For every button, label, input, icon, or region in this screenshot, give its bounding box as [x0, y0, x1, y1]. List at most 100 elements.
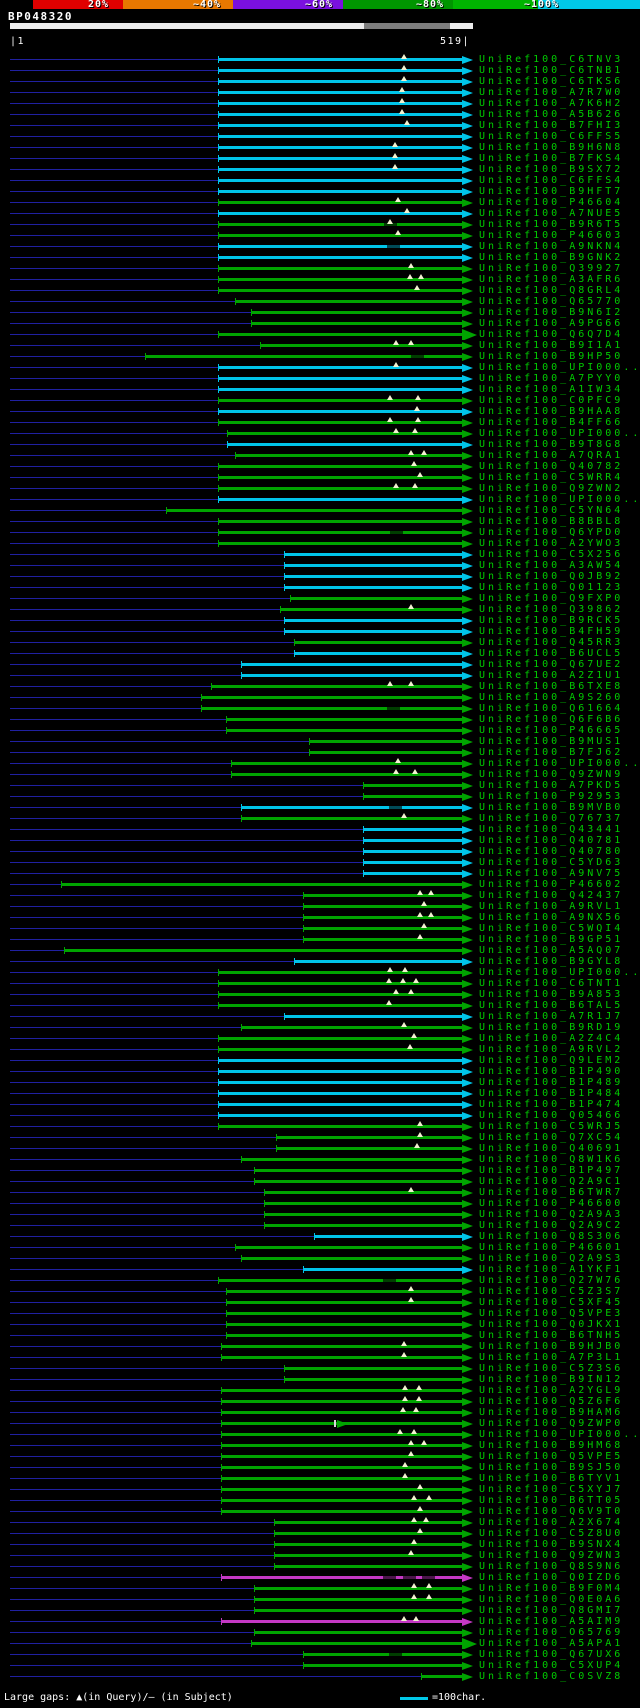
- hit-arrow-icon[interactable]: [462, 462, 473, 471]
- hit-arrow-icon[interactable]: [462, 968, 473, 977]
- hit-arrow-icon[interactable]: [462, 55, 473, 64]
- hit-arrow-icon[interactable]: [462, 1045, 473, 1054]
- hit-label[interactable]: UniRef100_B9SX72: [479, 164, 624, 175]
- hit-arrow-icon[interactable]: [462, 671, 473, 680]
- hit-bar[interactable]: [221, 1620, 462, 1623]
- hit-arrow-icon[interactable]: [462, 187, 473, 196]
- hit-label[interactable]: UniRef100_B8BBL8: [479, 516, 624, 527]
- hit-bar[interactable]: [274, 1532, 462, 1535]
- hit-bar[interactable]: [201, 696, 462, 699]
- hit-bar[interactable]: [217, 135, 462, 138]
- hit-arrow-icon[interactable]: [462, 1485, 473, 1494]
- hit-label[interactable]: UniRef100_Q6V9T0: [479, 1506, 624, 1517]
- hit-bar[interactable]: [217, 971, 462, 974]
- hit-bar[interactable]: [217, 289, 462, 292]
- hit-bar[interactable]: [217, 520, 462, 523]
- hit-bar[interactable]: [283, 564, 462, 567]
- hit-arrow-icon[interactable]: [462, 1518, 473, 1527]
- hit-label[interactable]: UniRef100_Q9ZWN2: [479, 483, 624, 494]
- hit-label[interactable]: UniRef100_Q8S306: [479, 1231, 624, 1242]
- hit-bar[interactable]: [221, 1389, 462, 1392]
- hit-bar[interactable]: [362, 784, 462, 787]
- hit-arrow-icon[interactable]: [462, 1089, 473, 1098]
- hit-bar[interactable]: [362, 828, 462, 831]
- hit-label[interactable]: UniRef100_Q2A9C1: [479, 1176, 624, 1187]
- hit-bar[interactable]: [217, 366, 462, 369]
- hit-arrow-icon[interactable]: [462, 209, 473, 218]
- hit-bar[interactable]: [303, 938, 462, 941]
- hit-arrow-icon[interactable]: [462, 1243, 473, 1252]
- hit-bar[interactable]: [254, 1609, 462, 1612]
- hit-label[interactable]: UniRef100_B9HFT7: [479, 186, 624, 197]
- hit-arrow-icon[interactable]: [462, 1232, 473, 1241]
- hit-arrow-icon[interactable]: [462, 341, 473, 350]
- hit-arrow-icon[interactable]: [462, 1177, 473, 1186]
- hit-label[interactable]: UniRef100_Q65770: [479, 296, 624, 307]
- hit-label[interactable]: UniRef100_A9RVL1: [479, 901, 624, 912]
- hit-label[interactable]: UniRef100_A7QRA1: [479, 450, 624, 461]
- hit-bar[interactable]: [250, 311, 462, 314]
- hit-label[interactable]: UniRef100_A7PKD5: [479, 780, 624, 791]
- hit-bar[interactable]: [283, 553, 462, 556]
- hit-bar[interactable]: [293, 652, 462, 655]
- hit-label[interactable]: UniRef100_P46602: [479, 879, 624, 890]
- hit-bar[interactable]: [283, 1378, 462, 1381]
- hit-bar[interactable]: [254, 1180, 462, 1183]
- hit-label[interactable]: UniRef100_Q8GRL4: [479, 285, 624, 296]
- hit-bar[interactable]: [64, 949, 462, 952]
- hit-arrow-icon[interactable]: [462, 1111, 473, 1120]
- hit-label[interactable]: UniRef100_Q01123: [479, 582, 624, 593]
- hit-label[interactable]: UniRef100_A2Z1U1: [479, 670, 624, 681]
- hit-label[interactable]: UniRef100_UPI000...: [479, 428, 640, 439]
- hit-label[interactable]: UniRef100_C5XF45: [479, 1297, 624, 1308]
- hit-label[interactable]: UniRef100_C5WRJ5: [479, 1121, 624, 1132]
- hit-label[interactable]: UniRef100_A3AW54: [479, 560, 624, 571]
- hit-label[interactable]: UniRef100_A7NUE5: [479, 208, 624, 219]
- hit-arrow-icon[interactable]: [462, 924, 473, 933]
- hit-bar[interactable]: [217, 256, 462, 259]
- hit-bar[interactable]: [217, 190, 462, 193]
- hit-arrow-icon[interactable]: [462, 748, 473, 757]
- hit-label[interactable]: UniRef100_C5YN64: [479, 505, 624, 516]
- hit-arrow-icon[interactable]: [462, 1441, 473, 1450]
- hit-arrow-icon[interactable]: [462, 1661, 473, 1670]
- hit-bar[interactable]: [217, 487, 462, 490]
- hit-arrow-icon[interactable]: [462, 1452, 473, 1461]
- hit-label[interactable]: UniRef100_A5B626: [479, 109, 624, 120]
- hit-arrow-icon[interactable]: [462, 1122, 473, 1131]
- hit-arrow-icon[interactable]: [462, 110, 473, 119]
- hit-bar[interactable]: [241, 806, 462, 809]
- hit-label[interactable]: UniRef100_C5YD63: [479, 857, 624, 868]
- hit-bar[interactable]: [263, 1213, 462, 1216]
- hit-arrow-icon[interactable]: [462, 1298, 473, 1307]
- hit-bar[interactable]: [217, 465, 462, 468]
- hit-arrow-icon[interactable]: [462, 275, 473, 284]
- hit-label[interactable]: UniRef100_Q61664: [479, 703, 624, 714]
- hit-bar[interactable]: [217, 1125, 462, 1128]
- hit-label[interactable]: UniRef100_B9MVB0: [479, 802, 624, 813]
- hit-label[interactable]: UniRef100_Q9LEM2: [479, 1055, 624, 1066]
- hit-label[interactable]: UniRef100_Q67UE2: [479, 659, 624, 670]
- hit-bar[interactable]: [230, 762, 462, 765]
- hit-bar[interactable]: [225, 718, 462, 721]
- hit-label[interactable]: UniRef100_B1P490: [479, 1066, 624, 1077]
- hit-bar[interactable]: [217, 498, 462, 501]
- hit-bar[interactable]: [217, 1081, 462, 1084]
- hit-arrow-icon[interactable]: [462, 1188, 473, 1197]
- hit-bar[interactable]: [217, 1103, 462, 1106]
- hit-label[interactable]: UniRef100_C5WQI4: [479, 923, 624, 934]
- hit-label[interactable]: UniRef100_A5APA1: [479, 1638, 624, 1649]
- hit-label[interactable]: UniRef100_C5XYJ7: [479, 1484, 624, 1495]
- hit-arrow-icon[interactable]: [462, 1353, 473, 1362]
- hit-bar[interactable]: [254, 1631, 462, 1634]
- hit-label[interactable]: UniRef100_B9HM68: [479, 1440, 624, 1451]
- hit-arrow-icon[interactable]: [462, 1408, 473, 1417]
- hit-arrow-icon[interactable]: [462, 1276, 473, 1285]
- hit-bar[interactable]: [217, 1279, 462, 1282]
- hit-arrow-icon[interactable]: [462, 737, 473, 746]
- hit-label[interactable]: UniRef100_Q6YPD0: [479, 527, 624, 538]
- hit-arrow-icon[interactable]: [462, 616, 473, 625]
- hit-bar[interactable]: [217, 333, 462, 336]
- hit-bar[interactable]: [283, 586, 462, 589]
- hit-arrow-icon[interactable]: [462, 1562, 473, 1571]
